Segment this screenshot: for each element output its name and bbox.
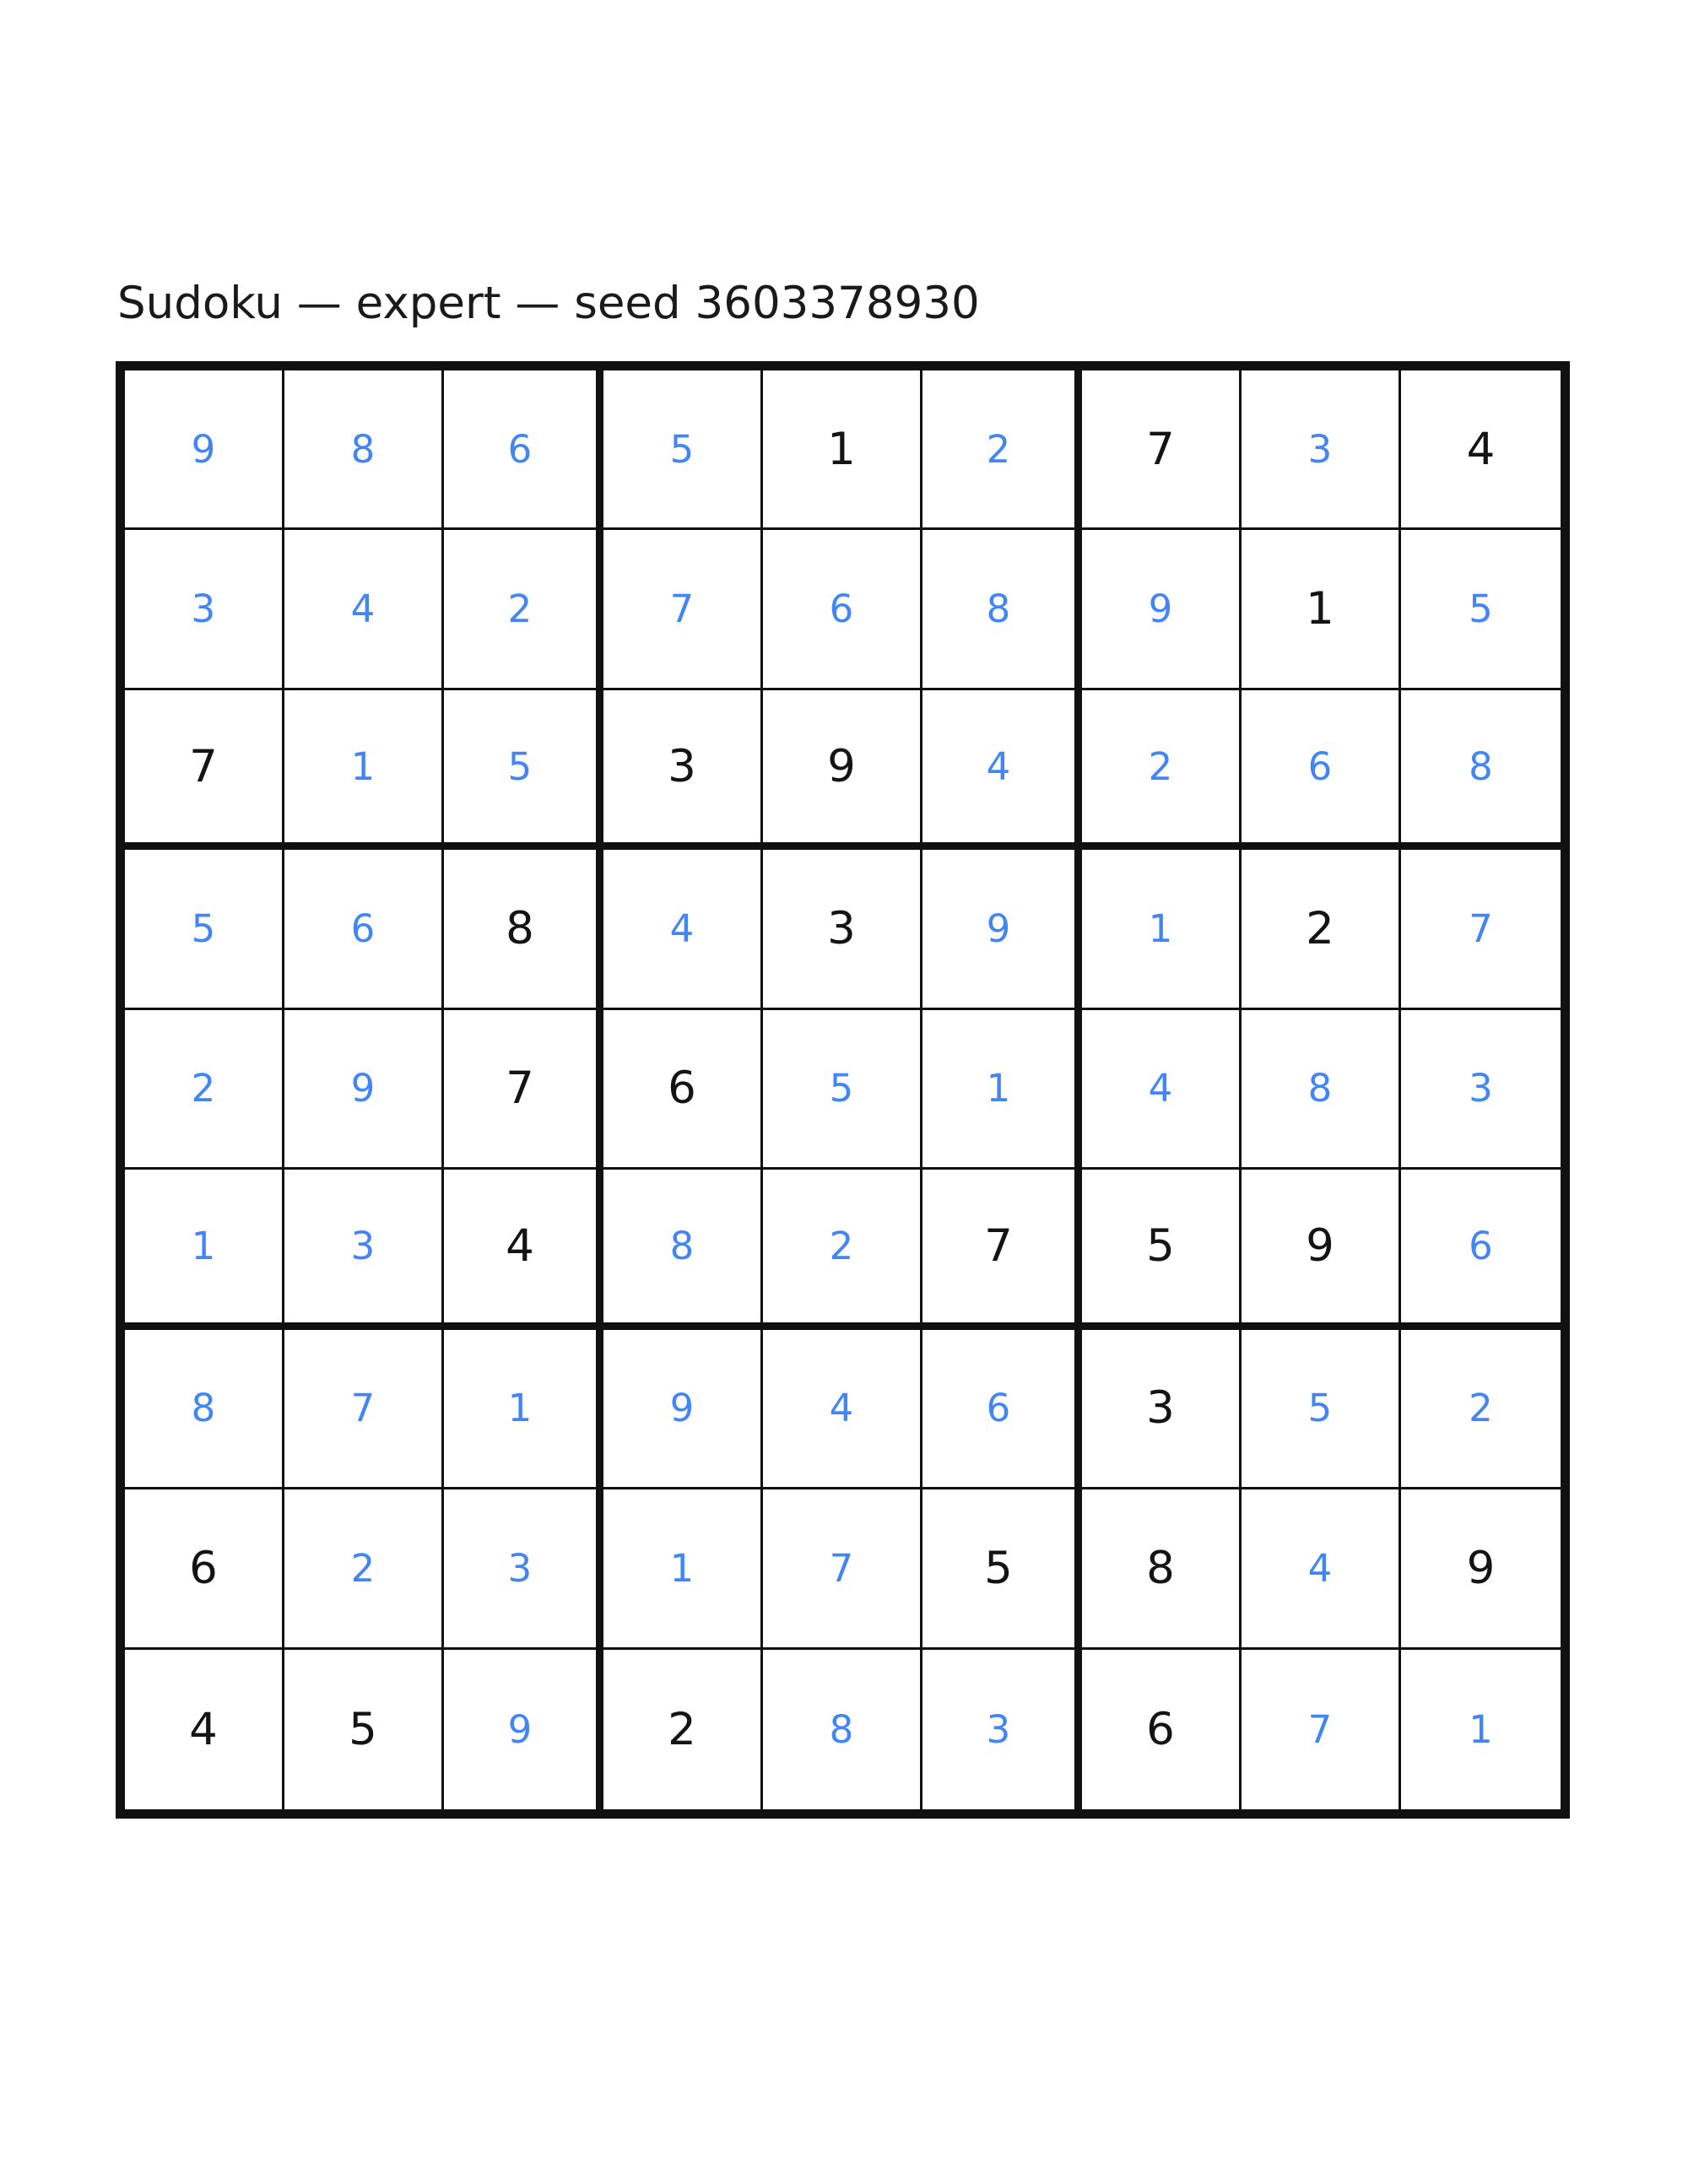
cell-r8c5: 7	[763, 1489, 922, 1650]
cell-r4c5: 3	[763, 850, 922, 1010]
cell-r8c1: 6	[125, 1489, 284, 1650]
cell-r2c7: 9	[1082, 530, 1242, 690]
cell-r2c2: 4	[284, 530, 444, 690]
cell-r7c3: 1	[444, 1329, 603, 1490]
cell-r1c8: 3	[1242, 370, 1401, 531]
cell-r3c2: 1	[284, 689, 444, 851]
cell-r8c9: 9	[1401, 1489, 1561, 1650]
cell-r6c6: 7	[922, 1170, 1082, 1330]
cell-r9c5: 8	[763, 1649, 922, 1809]
cell-r9c7: 6	[1082, 1649, 1242, 1809]
cell-r5c5: 5	[763, 1009, 922, 1170]
cell-r1c7: 7	[1082, 370, 1242, 531]
cell-r2c5: 6	[763, 530, 922, 690]
cell-r4c6: 9	[922, 850, 1082, 1010]
cell-r3c8: 6	[1242, 689, 1401, 851]
cell-r9c6: 3	[922, 1649, 1082, 1809]
cell-r3c6: 4	[922, 689, 1082, 851]
cell-r4c1: 5	[125, 850, 284, 1010]
cell-r7c5: 4	[763, 1329, 922, 1490]
cell-r2c1: 3	[125, 530, 284, 690]
cell-r6c9: 6	[1401, 1170, 1561, 1330]
cell-r1c4: 5	[603, 370, 763, 531]
cell-r8c8: 4	[1242, 1489, 1401, 1650]
cell-r7c9: 2	[1401, 1329, 1561, 1490]
cell-r1c6: 2	[922, 370, 1082, 531]
page-title: Sudoku — expert — seed 3603378930	[117, 278, 980, 329]
cell-r6c8: 9	[1242, 1170, 1401, 1330]
cell-r1c5: 1	[763, 370, 922, 531]
cell-r8c2: 2	[284, 1489, 444, 1650]
cell-r7c7: 3	[1082, 1329, 1242, 1490]
cell-r3c3: 5	[444, 689, 603, 851]
cell-r6c2: 3	[284, 1170, 444, 1330]
cell-r5c4: 6	[603, 1009, 763, 1170]
cell-r9c3: 9	[444, 1649, 603, 1809]
cell-r2c6: 8	[922, 530, 1082, 690]
cell-r3c1: 7	[125, 689, 284, 851]
cell-r9c4: 2	[603, 1649, 763, 1809]
cell-r3c7: 2	[1082, 689, 1242, 851]
cell-r8c4: 1	[603, 1489, 763, 1650]
cell-r5c3: 7	[444, 1009, 603, 1170]
cell-r5c9: 3	[1401, 1009, 1561, 1170]
cell-r5c1: 2	[125, 1009, 284, 1170]
cell-r1c3: 6	[444, 370, 603, 531]
cell-r2c8: 1	[1242, 530, 1401, 690]
cell-r9c8: 7	[1242, 1649, 1401, 1809]
cell-r4c3: 8	[444, 850, 603, 1010]
cell-r8c7: 8	[1082, 1489, 1242, 1650]
cell-r7c1: 8	[125, 1329, 284, 1490]
cell-r4c9: 7	[1401, 850, 1561, 1010]
cell-r7c2: 7	[284, 1329, 444, 1490]
cell-r2c3: 2	[444, 530, 603, 690]
cell-r8c6: 5	[922, 1489, 1082, 1650]
cell-r6c7: 5	[1082, 1170, 1242, 1330]
cell-r1c2: 8	[284, 370, 444, 531]
cell-r1c1: 9	[125, 370, 284, 531]
cell-r5c7: 4	[1082, 1009, 1242, 1170]
cell-r3c5: 9	[763, 689, 922, 851]
cell-r6c4: 8	[603, 1170, 763, 1330]
cell-r7c8: 5	[1242, 1329, 1401, 1490]
cell-r9c2: 5	[284, 1649, 444, 1809]
cell-r6c5: 2	[763, 1170, 922, 1330]
cell-r4c4: 4	[603, 850, 763, 1010]
cell-r9c9: 1	[1401, 1649, 1561, 1809]
cell-r5c6: 1	[922, 1009, 1082, 1170]
cell-r2c9: 5	[1401, 530, 1561, 690]
cell-r4c7: 1	[1082, 850, 1242, 1010]
cell-r9c1: 4	[125, 1649, 284, 1809]
cell-r6c3: 4	[444, 1170, 603, 1330]
cell-r7c4: 9	[603, 1329, 763, 1490]
cell-r2c4: 7	[603, 530, 763, 690]
cell-r3c4: 3	[603, 689, 763, 851]
cell-r4c2: 6	[284, 850, 444, 1010]
cell-r5c2: 9	[284, 1009, 444, 1170]
cell-r3c9: 8	[1401, 689, 1561, 851]
cell-r4c8: 2	[1242, 850, 1401, 1010]
cell-r8c3: 3	[444, 1489, 603, 1650]
cell-r6c1: 1	[125, 1170, 284, 1330]
cell-r5c8: 8	[1242, 1009, 1401, 1170]
cell-r1c9: 4	[1401, 370, 1561, 531]
cell-r7c6: 6	[922, 1329, 1082, 1490]
